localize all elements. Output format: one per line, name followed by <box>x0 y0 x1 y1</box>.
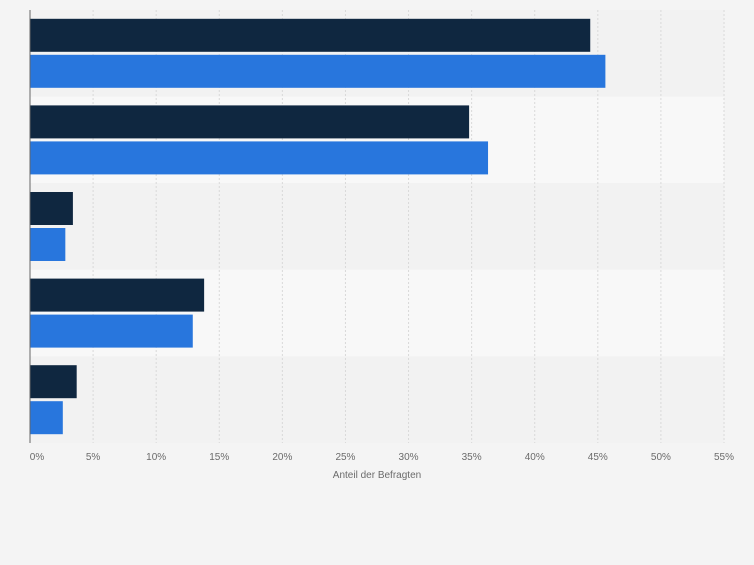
bar <box>30 228 66 261</box>
bar <box>30 314 193 348</box>
x-tick-labels: 0% 5% 10% 15% 20% 25% 30% 35% 40% 45% 50% 55% <box>30 452 734 463</box>
x-tick-label: 20% <box>272 452 292 463</box>
x-tick-label: 50% <box>651 452 671 463</box>
category-band <box>30 183 724 270</box>
bar <box>30 18 591 52</box>
x-tick-label: 45% <box>588 452 608 463</box>
x-tick-label: 10% <box>146 452 166 463</box>
x-tick-label: 35% <box>462 452 482 463</box>
bar <box>30 105 470 139</box>
bar <box>30 192 73 225</box>
x-tick-label: 5% <box>86 452 101 463</box>
bar <box>30 54 606 88</box>
x-tick-label: 25% <box>335 452 355 463</box>
bar <box>30 141 489 175</box>
bar <box>30 401 63 435</box>
x-tick-label: 30% <box>399 452 419 463</box>
category-bands <box>30 10 724 443</box>
x-tick-label: 15% <box>209 452 229 463</box>
bars <box>30 18 606 435</box>
x-tick-label: 40% <box>525 452 545 463</box>
x-tick-label: 55% <box>714 452 734 463</box>
bar <box>30 365 77 399</box>
category-band <box>30 356 724 443</box>
x-axis-label: Anteil der Befragten <box>333 470 421 481</box>
bar <box>30 278 205 312</box>
x-tick-label: 0% <box>30 452 45 463</box>
